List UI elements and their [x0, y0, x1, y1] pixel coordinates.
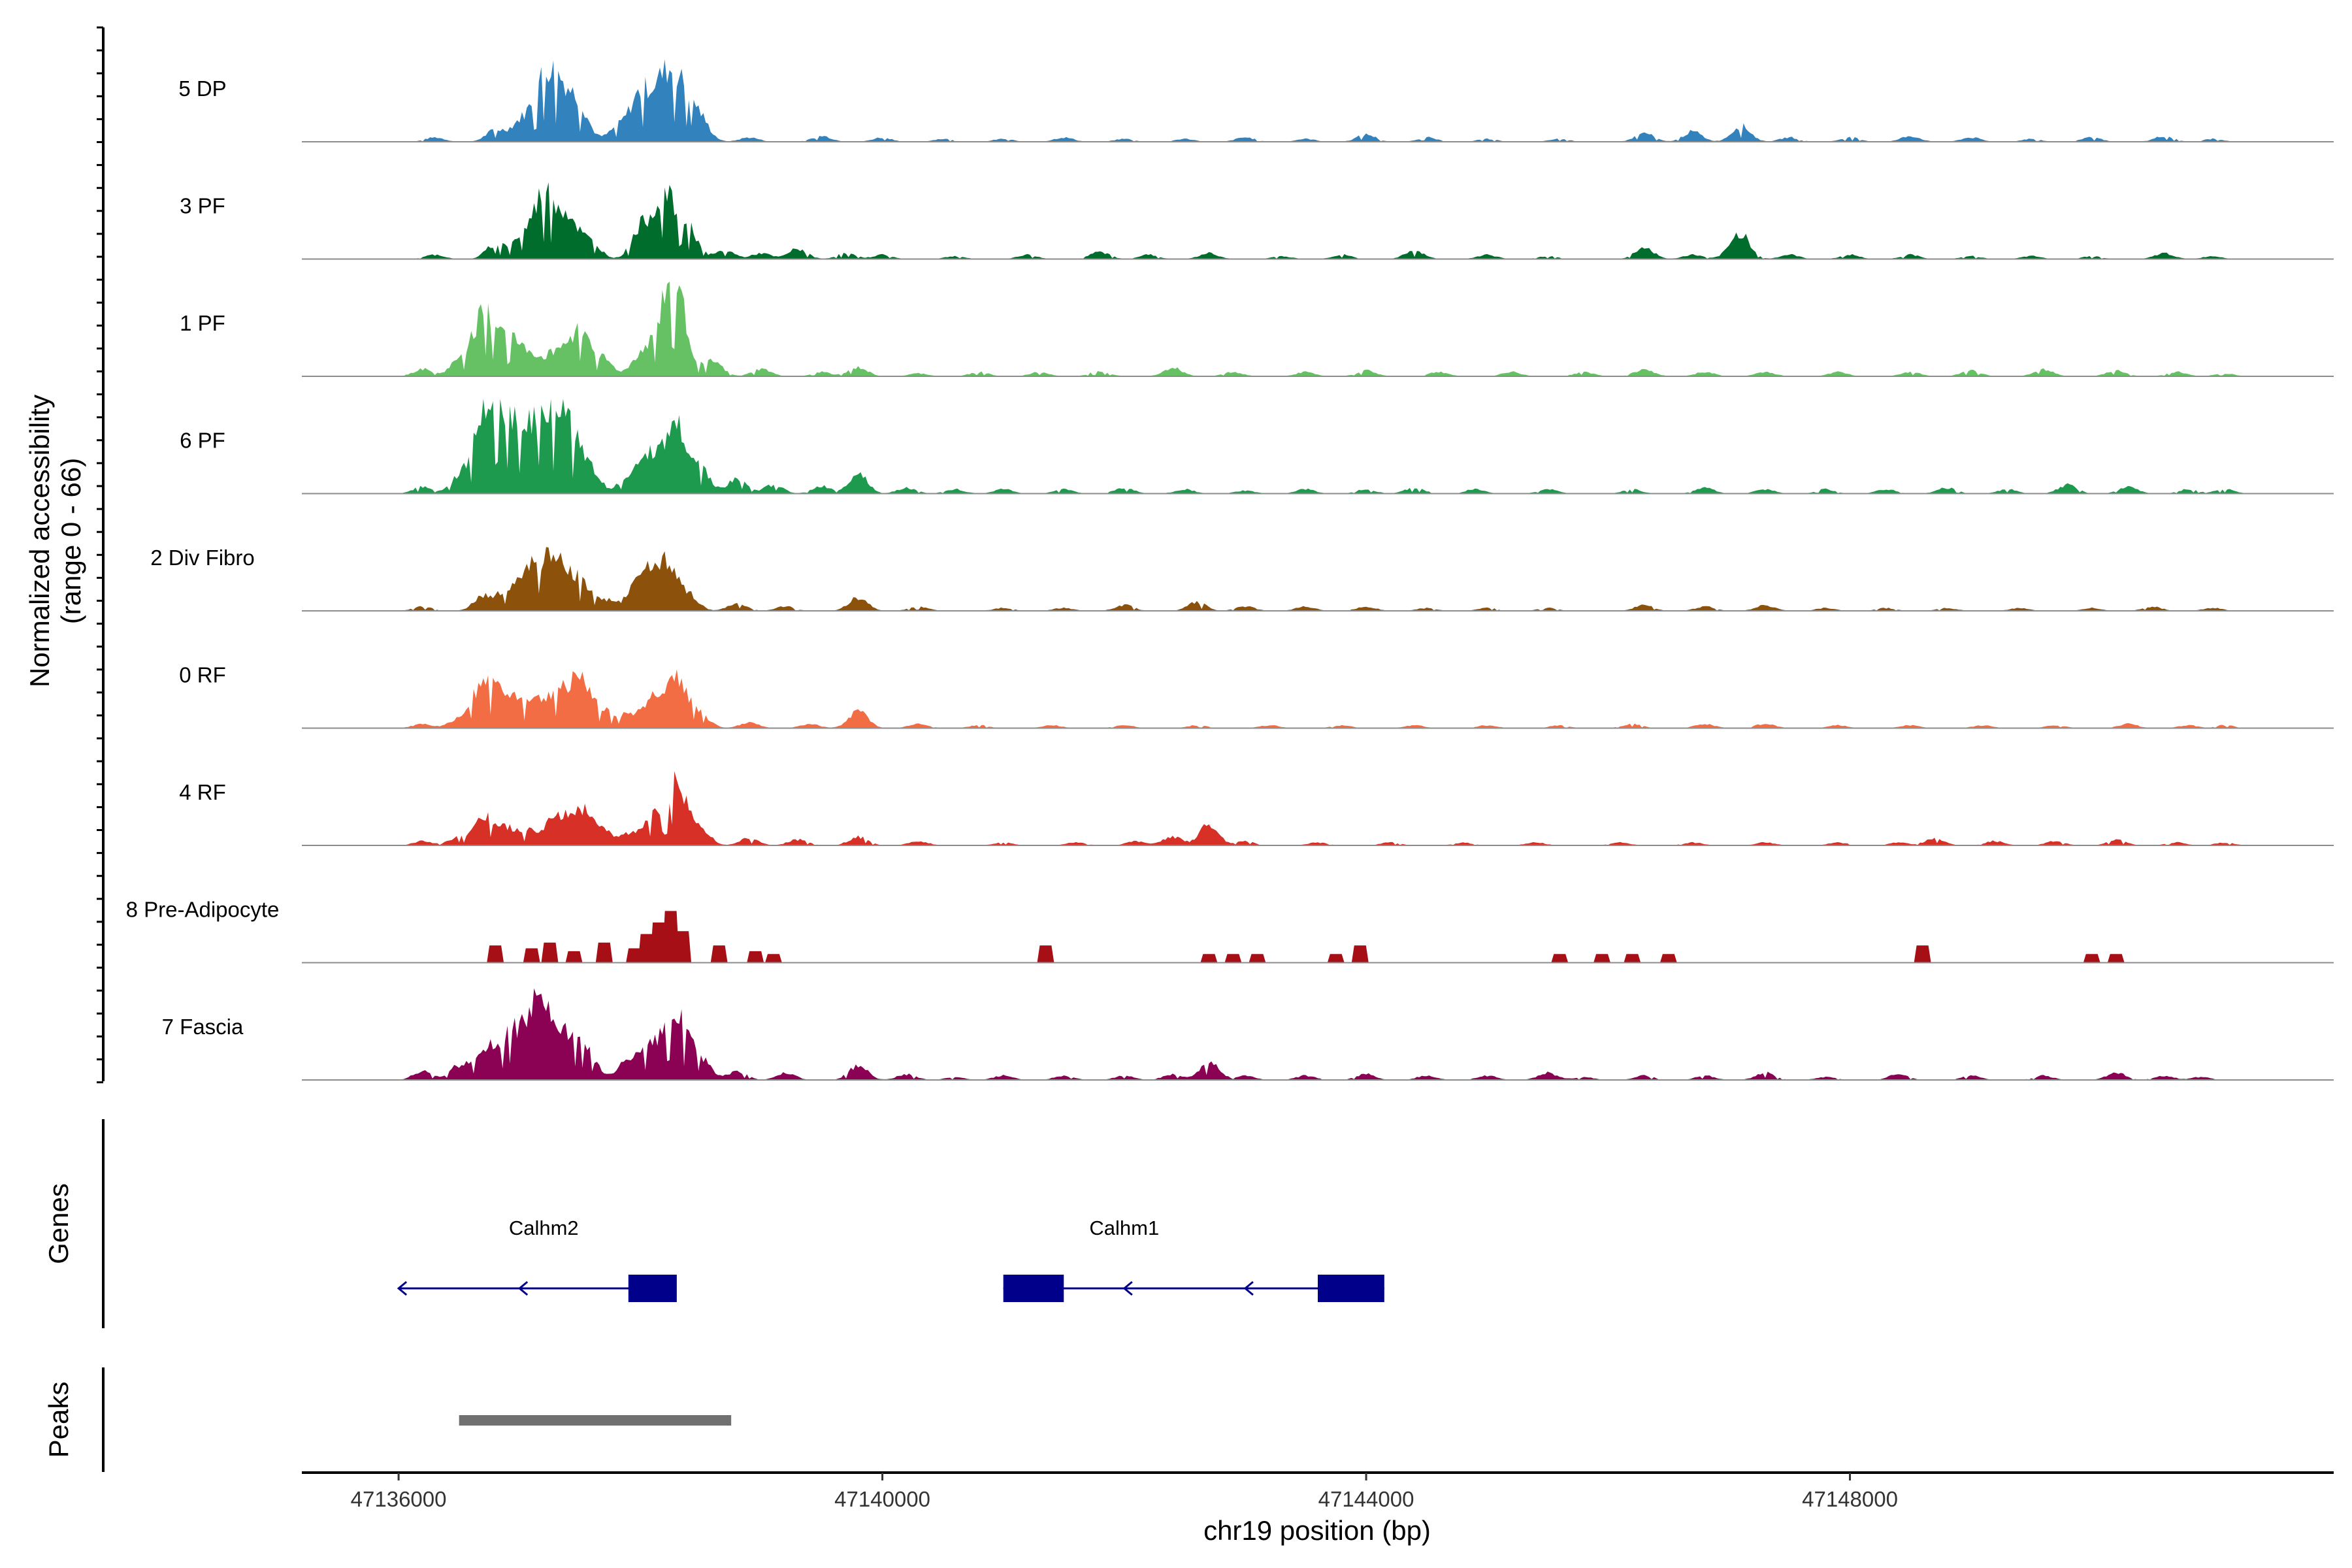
strand-arrow — [1122, 1281, 1133, 1296]
gene-exon — [628, 1275, 677, 1302]
track-label: 1 PF — [180, 311, 225, 335]
y-axis-title-line2: (range 0 - 66) — [56, 458, 86, 624]
peaks-panel-title: Peaks — [43, 1382, 74, 1458]
track-5-dp: 5 DP — [178, 59, 2334, 142]
strand-arrow — [517, 1281, 529, 1296]
coverage-area — [399, 771, 2261, 845]
coverage-area — [399, 59, 2261, 142]
x-tick-label: 47148000 — [1802, 1487, 1898, 1511]
genes-panel-title: Genes — [43, 1183, 74, 1264]
track-label: 6 PF — [180, 429, 225, 453]
coverage-area — [487, 911, 2125, 963]
x-tick-label: 47144000 — [1318, 1487, 1414, 1511]
gene-label: Calhm2 — [509, 1217, 579, 1239]
gene-calhm1: Calhm1 — [1003, 1217, 1384, 1302]
coverage-tracks: 5 DP 3 PF 1 PF 6 PF 2 Div Fibro 0 RF 4 RF 8 Pre… — [126, 59, 2334, 1081]
coverage-area — [399, 399, 2261, 494]
coverage-area — [399, 669, 2261, 728]
track-label: 3 PF — [180, 194, 225, 218]
track-label: 2 Div Fibro — [150, 546, 255, 570]
track-label: 5 DP — [178, 76, 226, 101]
coverage-y-axis — [97, 26, 105, 1084]
track-1-pf: 1 PF — [180, 282, 2334, 377]
strand-arrow — [397, 1281, 408, 1296]
track-label: 0 RF — [179, 663, 226, 687]
x-tick-label: 47140000 — [834, 1487, 930, 1511]
track-3-pf: 3 PF — [180, 182, 2334, 260]
gene-exon — [1003, 1275, 1064, 1302]
peak-region-bar — [459, 1415, 732, 1426]
gene-exon — [1318, 1275, 1384, 1302]
track-0-rf: 0 RF — [179, 663, 2334, 729]
gene-label: Calhm1 — [1089, 1217, 1159, 1239]
gene-calhm2: Calhm2 — [397, 1217, 677, 1302]
gene-models: Calhm2 Calhm1 — [397, 1217, 1384, 1302]
genes-panel: Genes Calhm2 Calhm1 — [43, 1119, 1384, 1328]
track-2-div-fibro: 2 Div Fibro — [150, 546, 2334, 612]
track-label: 4 RF — [179, 780, 226, 804]
peaks-panel: Peaks — [43, 1367, 732, 1472]
track-label: 7 Fascia — [162, 1015, 244, 1039]
track-4-rf: 4 RF — [179, 771, 2334, 846]
coverage-area — [399, 547, 2261, 611]
track-6-pf: 6 PF — [180, 399, 2334, 495]
y-axis-title-line1: Normalized accessibility — [24, 395, 55, 687]
strand-arrow — [1243, 1281, 1254, 1296]
peak-regions — [459, 1415, 732, 1426]
track-7-fascia: 7 Fascia — [162, 988, 2334, 1081]
x-tick-label: 47136000 — [351, 1487, 447, 1511]
track-label: 8 Pre-Adipocyte — [126, 898, 280, 922]
x-axis-title: chr19 position (bp) — [1203, 1515, 1431, 1546]
track-8-pre-adipocyte: 8 Pre-Adipocyte — [126, 898, 2334, 964]
x-axis: 47136000 47140000 47144000 47148000 — [302, 1471, 2334, 1511]
coverage-area — [399, 182, 2261, 259]
coverage-area — [399, 988, 2261, 1080]
y-axis-title: Normalized accessibility (range 0 - 66) — [24, 395, 86, 687]
coverage-area — [399, 282, 2261, 376]
